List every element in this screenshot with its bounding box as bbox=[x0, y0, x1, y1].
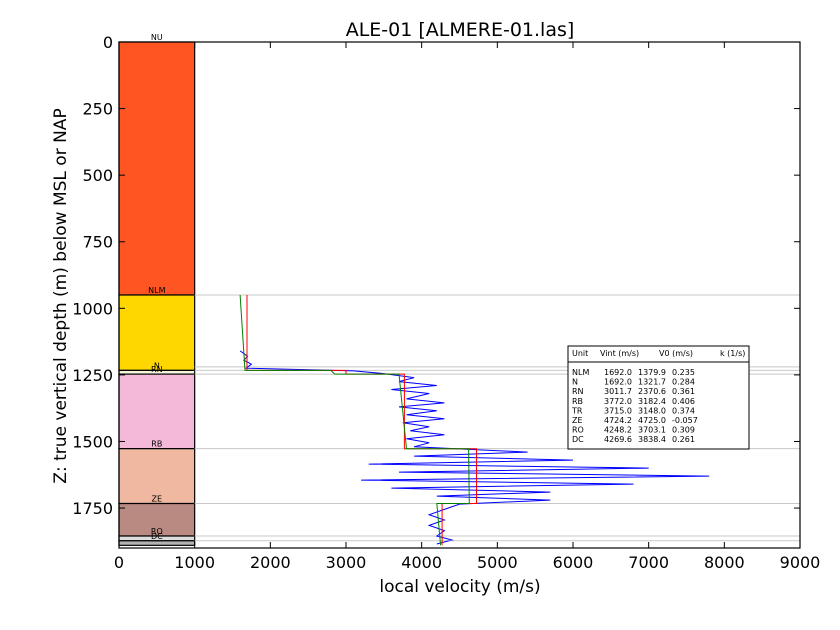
x-tick-label: 9000 bbox=[780, 553, 821, 572]
table-header-cell: V0 (m/s) bbox=[659, 349, 693, 358]
y-tick-label: 1500 bbox=[72, 432, 113, 451]
table-cell-k: 0.374 bbox=[672, 406, 695, 415]
table-cell-vint: 1692.0 bbox=[604, 378, 632, 387]
table-cell-vint: 3715.0 bbox=[604, 406, 632, 415]
interval-velocity-line bbox=[246, 295, 477, 546]
y-axis-label: Z: true vertical depth (m) below MSL or … bbox=[51, 108, 71, 483]
table-box bbox=[567, 345, 750, 450]
chart-title: ALE-01 [ALMERE-01.las] bbox=[346, 19, 575, 41]
strata-rn bbox=[118, 373, 196, 450]
table-cell-k: 0.309 bbox=[672, 426, 695, 435]
table-cell-v0: 3182.4 bbox=[638, 397, 666, 406]
plot-frame bbox=[118, 41, 801, 549]
y-tick-label: 1000 bbox=[72, 299, 113, 318]
table-cell-v0: 3703.1 bbox=[638, 426, 666, 435]
strata-label-ze: ZE bbox=[152, 495, 163, 504]
x-tick-label: 2000 bbox=[250, 553, 291, 572]
table-header-cell: k (1/s) bbox=[720, 349, 745, 358]
table-cell-v0: 1379.9 bbox=[638, 368, 666, 377]
x-tick-label: 4000 bbox=[401, 553, 442, 572]
velocity-table: Unit Vint (m/s) V0 (m/s) k (1/s) NLM 1692.0 13… bbox=[567, 345, 750, 450]
strata-dc bbox=[118, 540, 196, 546]
x-tick-label: 3000 bbox=[326, 553, 367, 572]
table-cell-vint: 3772.0 bbox=[604, 397, 632, 406]
x-tick-label: 5000 bbox=[477, 553, 518, 572]
y-tick-label: 1250 bbox=[72, 366, 113, 385]
y-tick-label: 1750 bbox=[72, 499, 113, 518]
table-cell-unit: DC bbox=[572, 435, 584, 444]
strata-ze bbox=[118, 502, 196, 537]
table-cell-unit: RB bbox=[572, 397, 583, 406]
table-cell-k: 0.261 bbox=[672, 435, 695, 444]
table-cell-vint: 4248.2 bbox=[604, 426, 632, 435]
x-axis-label: local velocity (m/s) bbox=[379, 577, 540, 597]
table-cell-v0: 2370.6 bbox=[638, 387, 666, 396]
x-tick-label: 8000 bbox=[704, 553, 745, 572]
table-cell-v0: 1321.7 bbox=[638, 378, 666, 387]
strata-nu bbox=[118, 41, 196, 296]
table-cell-v0: 4725.0 bbox=[638, 416, 666, 425]
strata-label-dc: DC bbox=[151, 532, 163, 541]
table-cell-unit: TR bbox=[571, 406, 583, 415]
y-tick-label: 250 bbox=[82, 100, 113, 119]
table-cell-v0: 3148.0 bbox=[638, 406, 666, 415]
table-cell-unit: RO bbox=[572, 426, 584, 435]
table-cell-k: 0.361 bbox=[672, 387, 695, 396]
y-tick-label: 750 bbox=[82, 233, 113, 252]
strata-label-n: N bbox=[154, 361, 160, 370]
x-tick-label: 0 bbox=[114, 553, 124, 572]
strata-label-nu: NU bbox=[151, 33, 163, 42]
table-cell-vint: 4269.6 bbox=[604, 435, 632, 444]
v0k-model-line bbox=[239, 294, 470, 546]
x-tick-label: 7000 bbox=[628, 553, 669, 572]
y-tick-label: 500 bbox=[82, 166, 113, 185]
table-cell-unit: RN bbox=[572, 387, 584, 396]
table-cell-unit: N bbox=[572, 378, 578, 387]
table-cell-k: 0.284 bbox=[672, 378, 695, 387]
y-tick-label: 0 bbox=[103, 33, 113, 52]
table-cell-k: -0.057 bbox=[672, 416, 698, 425]
axis-ticks: 0 1000 2000 3000 4000 5000 6000 7000 8000 9000 0 25… bbox=[72, 33, 820, 572]
table-cell-vint: 4724.2 bbox=[604, 416, 632, 425]
velocity-series bbox=[239, 294, 710, 546]
x-tick-label: 6000 bbox=[553, 553, 594, 572]
table-cell-vint: 1692.0 bbox=[604, 368, 632, 377]
table-header-cell: Unit bbox=[572, 349, 588, 358]
strata-label-ro: RO bbox=[151, 527, 163, 536]
strata-label-nlm: NLM bbox=[148, 286, 165, 295]
table-cell-unit: NLM bbox=[572, 368, 589, 377]
table-cell-unit: ZE bbox=[572, 416, 583, 425]
table-cell-v0: 3838.4 bbox=[638, 435, 666, 444]
strata-label-rn: RN bbox=[151, 365, 163, 374]
strata-nlm bbox=[118, 294, 196, 371]
table-cell-vint: 3011.7 bbox=[604, 387, 632, 396]
table-cell-k: 0.406 bbox=[672, 397, 695, 406]
table-cell-k: 0.235 bbox=[672, 368, 695, 377]
strata-label-rb: RB bbox=[151, 440, 162, 449]
table-header-cell: Vint (m/s) bbox=[600, 349, 639, 358]
x-tick-label: 1000 bbox=[174, 553, 215, 572]
